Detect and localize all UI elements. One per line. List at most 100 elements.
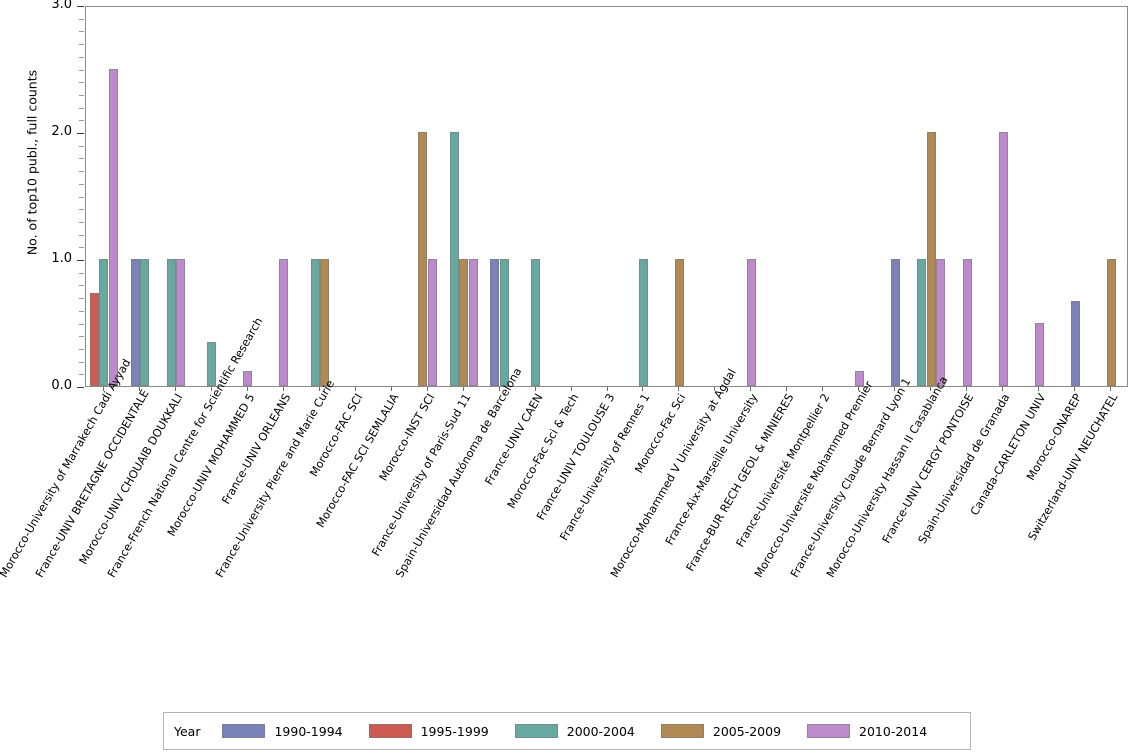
y-tick-mark	[77, 133, 84, 134]
bar	[140, 259, 150, 386]
bar	[166, 259, 176, 386]
y-minor-tick	[79, 107, 84, 109]
bar	[310, 259, 320, 386]
bar	[926, 132, 936, 386]
y-minor-tick	[79, 94, 84, 96]
x-tick-mark	[498, 387, 500, 391]
bar	[108, 68, 118, 386]
y-tick-mark	[77, 387, 84, 388]
bar	[936, 259, 946, 386]
bar	[854, 370, 864, 386]
y-minor-tick	[79, 69, 84, 71]
x-tick-mark	[606, 387, 608, 391]
y-axis: 0.0 1.0 2.0 3.0	[0, 0, 85, 393]
legend-color-swatch	[514, 724, 558, 738]
bar	[674, 259, 684, 386]
bar	[99, 259, 109, 386]
bar	[468, 259, 478, 386]
x-tick-mark	[390, 387, 392, 391]
y-minor-tick	[79, 183, 84, 185]
x-tick-mark	[822, 387, 824, 391]
bar	[890, 259, 900, 386]
x-tick-mark	[966, 387, 968, 391]
bar	[207, 341, 217, 386]
y-minor-tick	[79, 348, 84, 350]
x-tick-mark	[534, 387, 536, 391]
x-tick-mark	[1110, 387, 1112, 391]
y-minor-tick	[79, 336, 84, 338]
x-tick-mark	[786, 387, 788, 391]
y-minor-tick	[79, 56, 84, 58]
y-minor-tick	[79, 196, 84, 198]
bar	[499, 259, 509, 386]
bar	[998, 132, 1008, 386]
y-minor-tick	[79, 171, 84, 173]
y-tick-label: 0.0	[51, 378, 72, 393]
y-minor-tick	[79, 82, 84, 84]
bar	[1106, 259, 1116, 386]
y-minor-tick	[79, 298, 84, 300]
y-minor-tick	[79, 247, 84, 249]
legend-label: 1995-1999	[420, 723, 489, 739]
bar	[130, 259, 140, 386]
x-tick-mark	[138, 387, 140, 391]
x-tick-mark	[246, 387, 248, 391]
y-minor-tick	[79, 374, 84, 376]
bar	[427, 259, 437, 386]
legend-entry[interactable]: 1990-1994	[222, 723, 343, 739]
y-minor-tick	[79, 145, 84, 147]
bar	[279, 259, 289, 386]
y-tick-label: 3.0	[51, 0, 72, 12]
y-minor-tick	[79, 120, 84, 122]
legend-label: 2005-2009	[712, 723, 782, 739]
x-tick-mark	[678, 387, 680, 391]
x-tick-mark	[354, 387, 356, 391]
bar	[320, 259, 330, 386]
x-tick-mark	[318, 387, 320, 391]
y-minor-tick	[79, 234, 84, 236]
legend-label: 1990-1994	[274, 723, 343, 739]
bar	[638, 259, 648, 386]
y-tick-label: 2.0	[51, 124, 72, 139]
legend-entry[interactable]: 2010-2014	[807, 724, 927, 739]
y-minor-tick	[79, 31, 84, 33]
y-minor-tick	[79, 209, 84, 211]
y-tick-label: 1.0	[51, 251, 72, 266]
legend-title: Year	[174, 723, 201, 739]
x-tick-mark	[282, 387, 284, 391]
x-tick-mark	[426, 387, 428, 391]
x-tick-mark	[174, 387, 176, 391]
bar	[1034, 322, 1044, 386]
x-tick-mark	[462, 387, 464, 391]
x-tick-mark	[1074, 387, 1076, 391]
bar	[531, 259, 541, 386]
bar	[490, 259, 500, 386]
bar	[243, 370, 253, 386]
y-minor-tick	[79, 361, 84, 363]
legend-color-swatch	[368, 724, 412, 738]
y-tick-mark	[77, 260, 84, 261]
x-tick-mark	[894, 387, 896, 391]
y-minor-tick	[79, 221, 84, 223]
y-minor-tick	[79, 310, 84, 312]
bar	[917, 259, 927, 386]
y-minor-tick	[79, 285, 84, 287]
chart-legend: Year 1990-1994 1995-1999 2000-2004 2005-200…	[163, 712, 971, 750]
x-tick-mark	[570, 387, 572, 391]
bar	[962, 259, 972, 386]
plot-area	[85, 6, 1128, 387]
y-minor-tick	[79, 18, 84, 20]
bar	[449, 132, 459, 386]
legend-label: 2000-2004	[566, 723, 635, 739]
x-tick-mark	[1038, 387, 1040, 391]
x-tick-mark	[210, 387, 212, 391]
bar	[1070, 300, 1080, 386]
legend-entry[interactable]: 2000-2004	[514, 723, 635, 739]
legend-entry[interactable]: 2005-2009	[660, 723, 782, 739]
legend-label: 2010-2014	[859, 723, 928, 739]
bar	[176, 259, 186, 386]
bar	[89, 293, 99, 386]
legend-color-swatch	[222, 724, 266, 738]
x-tick-mark	[714, 387, 716, 391]
legend-entry[interactable]: 1995-1999	[368, 723, 489, 739]
